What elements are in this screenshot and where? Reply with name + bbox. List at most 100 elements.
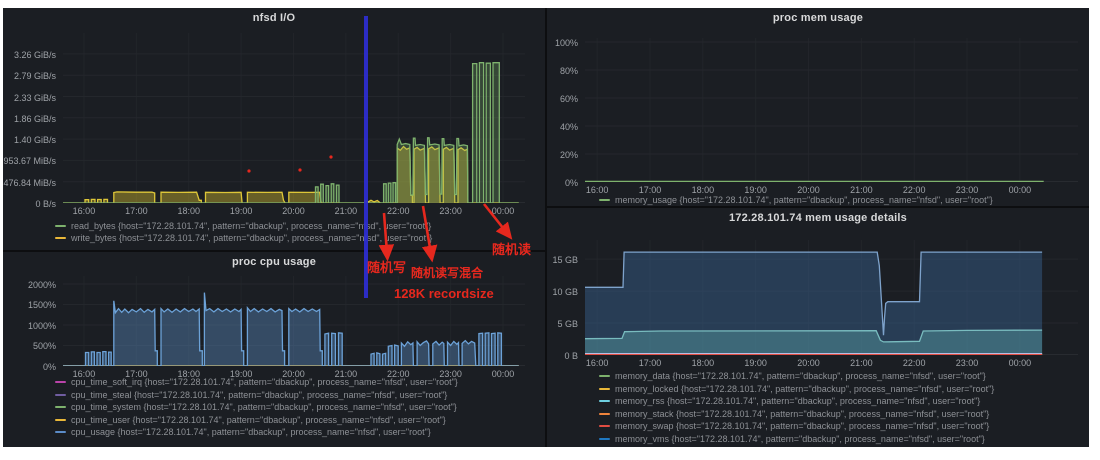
y-tick-label: 2.79 GiB/s (13, 71, 56, 82)
proc-cpu-usage-chart[interactable] (63, 276, 525, 366)
panel-title-proc-mem-usage[interactable]: proc mem usage (772, 12, 864, 24)
panel-proc-cpu-usage: proc cpu usage 0% 500% 1000% 1500% 2000% 16:0… (3, 252, 545, 447)
proc-cpu-usage-legend: cpu_time_soft_irq {host="172.28.101.74",… (55, 376, 541, 439)
legend-series-marker (55, 431, 66, 434)
panel-title-proc-cpu-usage[interactable]: proc cpu usage (231, 256, 317, 268)
legend-series-label: memory_usage {host="172.28.101.74", patt… (615, 195, 993, 206)
legend-item[interactable]: write_bytes {host="172.28.101.74", patte… (55, 232, 541, 244)
legend-series-marker (55, 237, 66, 239)
x-tick-label: 23:00 (955, 358, 979, 368)
legend-series-label: memory_vms {host="172.28.101.74", patter… (615, 433, 985, 444)
y-tick-label: 60% (559, 94, 578, 105)
x-tick-label: 00:00 (1008, 358, 1032, 368)
x-tick-label: 16:00 (72, 369, 96, 379)
legend-item[interactable]: cpu_usage {host="172.28.101.74", pattern… (55, 426, 541, 439)
x-tick-label: 20:00 (797, 185, 820, 195)
y-tick-label: 2000% (27, 279, 56, 290)
legend-item[interactable]: memory_rss {host="172.28.101.74", patter… (599, 395, 1085, 408)
legend-item[interactable]: cpu_time_soft_irq {host="172.28.101.74",… (55, 376, 541, 389)
legend-item[interactable]: memory_usage {host="172.28.101.74", patt… (599, 194, 1085, 206)
x-tick-label: 17:00 (125, 206, 148, 216)
legend-item[interactable]: memory_stack {host="172.28.101.74", patt… (599, 408, 1085, 421)
panel-mem-usage-details: 172.28.101.74 mem usage details 0 B 5 GB 1… (547, 208, 1089, 447)
legend-series-marker (599, 375, 610, 378)
mem-usage-details-legend: memory_data {host="172.28.101.74", patte… (599, 370, 1085, 445)
legend-item[interactable]: memory_vms {host="172.28.101.74", patter… (599, 433, 1085, 446)
panel-proc-mem-usage: proc mem usage 0% 20% 40% 60% 80% 100% 16:00 17… (547, 8, 1089, 206)
y-tick-label: 2.33 GiB/s (13, 92, 56, 103)
legend-series-label: cpu_usage {host="172.28.101.74", pattern… (71, 427, 431, 438)
dashboard-area: nfsd I/O 0 B/s 476.84 MiB/s 953.67 MiB/s 1.… (3, 8, 1089, 447)
x-tick-label: 21:00 (334, 369, 358, 379)
x-tick-label: 16:00 (72, 206, 96, 216)
legend-item[interactable]: cpu_time_steal {host="172.28.101.74", pa… (55, 389, 541, 402)
x-tick-label: 22:00 (902, 358, 926, 368)
x-tick-label: 16:00 (585, 358, 609, 368)
y-tick-label: 80% (559, 66, 578, 77)
legend-series-marker (599, 387, 610, 390)
panel-nfsd-io: nfsd I/O 0 B/s 476.84 MiB/s 953.67 MiB/s 1.… (3, 8, 545, 250)
legend-item[interactable]: memory_swap {host="172.28.101.74", patte… (599, 420, 1085, 433)
legend-item[interactable]: read_bytes {host="172.28.101.74", patter… (55, 220, 541, 232)
x-tick-label: 20:00 (797, 358, 820, 368)
y-tick-label: 0 B (564, 351, 578, 361)
x-tick-label: 22:00 (386, 369, 410, 379)
legend-item[interactable]: cpu_time_user {host="172.28.101.74", pat… (55, 414, 541, 427)
legend-series-label: memory_swap {host="172.28.101.74", patte… (615, 421, 990, 432)
y-tick-label: 3.26 GiB/s (13, 49, 56, 60)
legend-item[interactable]: memory_locked {host="172.28.101.74", pat… (599, 383, 1085, 396)
legend-item[interactable]: memory_data {host="172.28.101.74", patte… (599, 370, 1085, 383)
x-tick-label: 19:00 (744, 185, 767, 195)
x-tick-label: 22:00 (386, 206, 410, 216)
x-tick-label: 19:00 (229, 206, 253, 216)
x-tick-label: 16:00 (585, 185, 609, 195)
x-tick-label: 20:00 (282, 206, 305, 216)
y-tick-label: 0% (564, 178, 578, 188)
y-tick-label: 10 GB (552, 287, 578, 298)
x-tick-label: 23:00 (439, 369, 462, 379)
mem-usage-details-chart[interactable] (585, 240, 1078, 355)
y-tick-label: 1.40 GiB/s (13, 135, 56, 146)
legend-item[interactable]: cpu_time_system {host="172.28.101.74", p… (55, 401, 541, 414)
x-tick-label: 00:00 (491, 369, 515, 379)
x-tick-label: 17:00 (638, 358, 662, 368)
nfsd-io-legend: read_bytes {host="172.28.101.74", patter… (55, 220, 541, 244)
y-tick-label: 100% (554, 38, 578, 49)
x-tick-label: 18:00 (177, 369, 200, 379)
y-tick-label: 0 B/s (35, 199, 56, 209)
legend-series-label: cpu_time_soft_irq {host="172.28.101.74",… (71, 377, 458, 388)
x-tick-label: 18:00 (691, 185, 715, 195)
y-tick-label: 476.84 MiB/s (3, 177, 56, 188)
x-tick-label: 21:00 (334, 206, 358, 216)
legend-series-label: cpu_time_system {host="172.28.101.74", p… (71, 402, 457, 413)
x-tick-label: 00:00 (491, 206, 515, 216)
proc-mem-usage-chart[interactable] (585, 38, 1078, 182)
panel-title-mem-usage-details[interactable]: 172.28.101.74 mem usage details (728, 212, 908, 224)
x-tick-label: 20:00 (282, 369, 305, 379)
legend-series-label: write_bytes {host="172.28.101.74", patte… (71, 233, 433, 243)
x-tick-label: 23:00 (439, 206, 462, 216)
y-tick-label: 500% (32, 341, 56, 352)
x-tick-label: 18:00 (691, 358, 715, 368)
legend-series-marker (599, 425, 610, 428)
y-tick-label: 15 GB (552, 255, 578, 266)
nfsd-io-chart[interactable] (63, 33, 525, 203)
legend-series-label: memory_locked {host="172.28.101.74", pat… (615, 383, 995, 394)
x-tick-label: 23:00 (955, 185, 979, 195)
legend-series-marker (599, 400, 610, 403)
legend-series-marker (599, 437, 610, 440)
legend-series-label: read_bytes {host="172.28.101.74", patter… (71, 221, 432, 231)
y-tick-label: 1.86 GiB/s (13, 113, 56, 124)
legend-series-label: cpu_time_user {host="172.28.101.74", pat… (71, 414, 446, 425)
y-tick-label: 953.67 MiB/s (3, 156, 56, 167)
x-tick-label: 17:00 (638, 185, 662, 195)
legend-series-marker (55, 225, 66, 227)
panel-title-nfsd-io[interactable]: nfsd I/O (252, 12, 296, 24)
legend-series-label: memory_stack {host="172.28.101.74", patt… (615, 408, 990, 419)
legend-series-label: cpu_time_steal {host="172.28.101.74", pa… (71, 389, 448, 400)
legend-series-marker (55, 406, 66, 409)
legend-series-marker (55, 381, 66, 384)
x-tick-label: 21:00 (850, 185, 873, 195)
legend-series-marker (599, 412, 610, 415)
